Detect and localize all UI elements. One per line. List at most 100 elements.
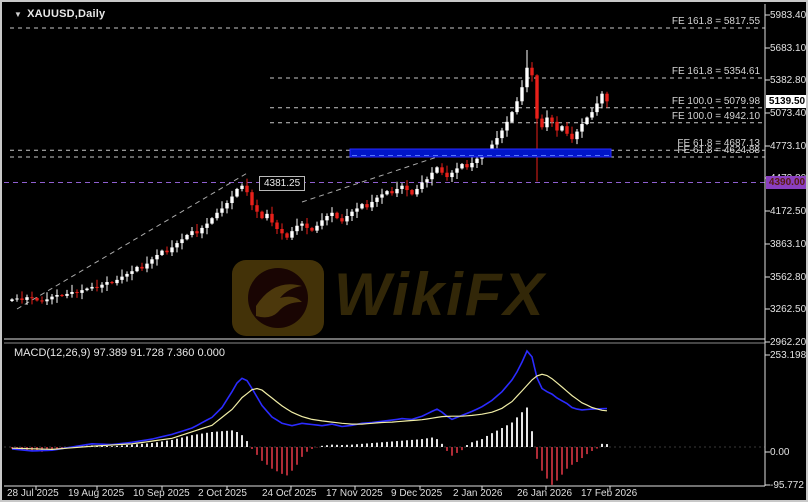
candle-body <box>365 204 369 208</box>
time-axis-label-7: 2 Jan 2026 <box>453 488 503 499</box>
candle-body <box>185 234 189 240</box>
candle-body <box>135 266 139 272</box>
time-axis-label-0: 28 Jul 2025 <box>7 488 59 499</box>
price-axis-label-10: 2962.20 <box>770 337 807 348</box>
candle-body <box>410 190 414 195</box>
candle-body <box>255 205 259 212</box>
candle-body <box>575 131 579 140</box>
candle-body <box>495 138 499 145</box>
candle-body <box>75 291 79 293</box>
candle-body <box>525 67 529 88</box>
candle-body <box>360 204 364 209</box>
candle-body <box>120 276 124 280</box>
frame-layer <box>4 4 770 490</box>
candle-body <box>250 192 254 206</box>
fe-label-5: FE 61.8 = 4624.88 <box>677 145 760 157</box>
candle-body <box>15 298 19 300</box>
candle-body <box>90 286 94 289</box>
candle-body <box>455 168 459 173</box>
candle-body <box>465 164 469 168</box>
candles-layer[interactable] <box>10 49 609 305</box>
candle-body <box>475 158 479 163</box>
candle-body <box>130 271 134 274</box>
candle-body <box>180 239 184 244</box>
candle-body <box>570 133 574 140</box>
time-axis-label-9: 17 Feb 2026 <box>581 488 638 499</box>
candle-body <box>330 212 334 217</box>
candle-body <box>340 218 344 222</box>
candle-body <box>210 218 214 224</box>
candle-body <box>270 213 274 223</box>
candle-body <box>220 208 224 213</box>
candle-body <box>195 231 199 234</box>
candle-body <box>115 279 119 284</box>
candle-body <box>50 296 54 300</box>
candle-body <box>165 250 169 253</box>
candle-body <box>295 225 299 232</box>
candle-body <box>315 225 319 231</box>
candle-body <box>310 227 314 231</box>
fe-label-1: FE 161.8 = 5354.61 <box>671 66 760 78</box>
candle-body <box>35 298 39 301</box>
candle-body <box>520 87 524 102</box>
trendlines-layer[interactable] <box>16 147 465 310</box>
candle-body <box>70 291 74 294</box>
candle-body <box>605 93 609 102</box>
support-zone-layer[interactable] <box>349 148 612 158</box>
current-price-tag: 5139.50 <box>766 94 806 108</box>
candle-body <box>100 284 104 288</box>
candle-body <box>200 227 204 234</box>
candle-body <box>230 196 234 204</box>
candle-body <box>265 213 269 219</box>
fe-label-2: FE 100.0 = 5079.98 <box>671 95 760 107</box>
candle-body <box>40 300 44 302</box>
time-axis-label-5: 17 Nov 2025 <box>326 488 383 499</box>
candle-body <box>80 290 84 293</box>
candle-body <box>440 167 444 173</box>
candle-body <box>85 288 89 291</box>
candle-body <box>415 188 419 195</box>
candle-body <box>55 295 59 297</box>
candle-body <box>560 126 564 131</box>
candle-body <box>460 164 464 169</box>
dropdown-arrow-icon[interactable]: ▼ <box>14 10 23 19</box>
candle-body <box>420 182 424 189</box>
time-axis-label-4: 24 Oct 2025 <box>262 488 317 499</box>
candle-body <box>60 295 64 297</box>
candle-body <box>515 101 519 113</box>
candle-body <box>125 273 129 277</box>
price-axis-label-0: 5983.40 <box>770 10 807 21</box>
candle-body <box>350 211 354 217</box>
support-zone-rect <box>349 148 612 158</box>
candle-body <box>335 212 339 219</box>
time-axis-label-6: 9 Dec 2025 <box>391 488 443 499</box>
candle-body <box>205 223 209 228</box>
price-annotation-tag[interactable]: 4381.25 <box>259 176 306 191</box>
candle-body <box>10 299 14 301</box>
candle-body <box>245 185 249 193</box>
candle-body <box>565 126 569 134</box>
time-axis-label-8: 26 Jan 2026 <box>517 488 573 499</box>
candle-body <box>345 216 349 222</box>
candle-body <box>405 185 409 191</box>
candle-body <box>150 259 154 264</box>
candle-body <box>20 298 24 300</box>
macd-axis-label-1: 0.00 <box>770 447 790 458</box>
symbol-title-text: XAUUSD,Daily <box>27 8 106 20</box>
candle-body <box>145 263 149 269</box>
time-axis-label-3: 2 Oct 2025 <box>198 488 247 499</box>
macd-signal-line <box>11 373 608 451</box>
candle-body <box>65 293 69 296</box>
price-axis-label-9: 3262.50 <box>770 304 807 315</box>
candle-body <box>470 162 474 168</box>
candle-body <box>425 179 429 183</box>
time-axis-label-2: 10 Sep 2025 <box>133 488 190 499</box>
trendline <box>301 147 465 203</box>
price-axis-label-2: 5382.80 <box>770 75 807 86</box>
candle-body <box>235 188 239 197</box>
candle-body <box>325 216 329 221</box>
candle-body <box>430 172 434 180</box>
price-axis-label-1: 5683.10 <box>770 43 807 54</box>
candle-body <box>45 299 49 302</box>
